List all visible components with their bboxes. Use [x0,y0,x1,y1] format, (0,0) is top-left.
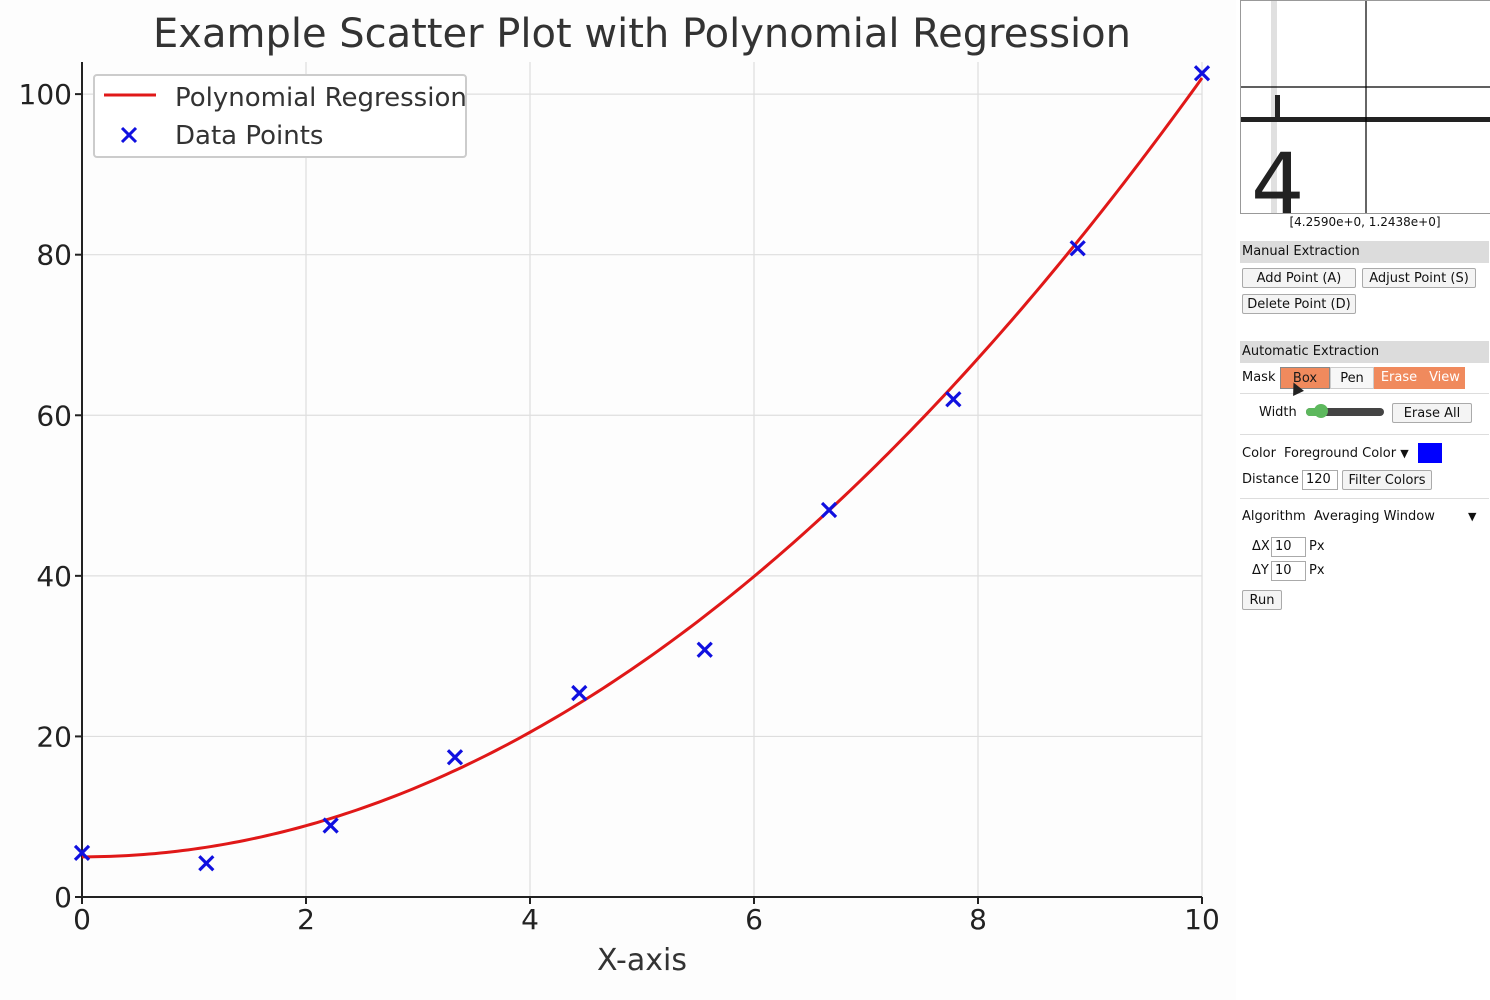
y-tick-label: 80 [36,239,72,272]
legend-label-regression: Polynomial Regression [175,83,467,113]
mask-box-button[interactable]: Box [1280,367,1330,389]
x-tick-label: 10 [1184,903,1220,936]
data-point [446,749,464,766]
distance-label: Distance [1242,472,1299,487]
run-button[interactable]: Run [1242,590,1282,610]
width-label: Width [1259,405,1297,420]
add-point-button[interactable]: Add Point (A) [1242,268,1356,288]
data-point [1069,240,1086,257]
dy-input[interactable]: 10 [1271,561,1306,581]
y-tick-label: 60 [36,399,72,432]
dx-input[interactable]: 10 [1271,537,1306,557]
x-tick-label: 4 [521,903,539,936]
x-tick-label: 2 [297,903,315,936]
mask-label: Mask [1242,370,1276,385]
data-point [322,817,339,834]
algorithm-select[interactable]: Averaging Window [1314,507,1435,527]
legend-label-points: Data Points [175,121,323,151]
extraction-panel: 4 [4.2590e+0, 1.2438e+0] Manual Extracti… [1236,0,1490,1000]
legend: Polynomial Regression Data Points [93,74,467,158]
dx-unit: Px [1309,539,1325,554]
chevron-down-icon[interactable]: ▼ [1468,510,1477,523]
data-point [945,391,962,408]
y-tick-label: 100 [19,78,72,111]
regression-line [81,77,1204,859]
adjust-point-button[interactable]: Adjust Point (S) [1362,268,1476,288]
data-point [696,641,713,658]
dy-unit: Px [1309,563,1325,578]
x-axis-label: X-axis [597,943,687,978]
data-point [571,684,588,702]
width-slider-knob[interactable] [1314,404,1328,418]
chart-title: Example Scatter Plot with Polynomial Reg… [153,11,1131,57]
data-point [198,855,215,872]
erase-all-button[interactable]: Erase All [1392,403,1472,423]
zoom-loupe: 4 [1240,0,1490,214]
loupe-view: 4 [1241,1,1490,213]
data-point [820,501,838,519]
x-tick-label: 6 [745,903,763,936]
distance-input[interactable]: 120 [1302,470,1338,490]
mask-pen-button[interactable]: Pen [1330,367,1374,389]
data-point [73,844,91,861]
loupe-digit: 4 [1251,135,1304,213]
color-select[interactable]: Foreground Color ▼ [1284,444,1409,464]
x-tick-label: 8 [969,903,987,936]
color-label: Color [1242,446,1276,461]
divider [1240,434,1489,435]
divider [1240,498,1489,499]
width-slider-track[interactable] [1306,408,1384,416]
legend-marker-swatch [120,126,138,144]
y-tick-label: 0 [54,881,72,914]
color-swatch[interactable] [1418,443,1442,463]
dy-label: ΔY [1252,563,1269,578]
data-point [1193,65,1211,82]
delete-point-button[interactable]: Delete Point (D) [1242,294,1356,314]
coordinate-readout: [4.2590e+0, 1.2438e+0] [1289,215,1441,229]
manual-extraction-header: Manual Extraction [1240,241,1489,263]
divider [1240,393,1489,394]
color-select-value: Foreground Color [1284,446,1397,461]
automatic-extraction-header: Automatic Extraction [1240,341,1489,363]
dx-label: ΔX [1252,539,1270,554]
chevron-down-icon: ▼ [1400,447,1409,460]
algorithm-select-value: Averaging Window [1314,509,1435,524]
y-tick-label: 20 [36,720,72,753]
mask-erase-button[interactable]: Erase [1374,367,1424,389]
algorithm-label: Algorithm [1242,509,1306,524]
filter-colors-button[interactable]: Filter Colors [1342,470,1432,490]
x-tick-label: 0 [73,903,91,936]
mask-view-button[interactable]: View [1424,367,1465,389]
y-tick-label: 40 [36,560,72,593]
